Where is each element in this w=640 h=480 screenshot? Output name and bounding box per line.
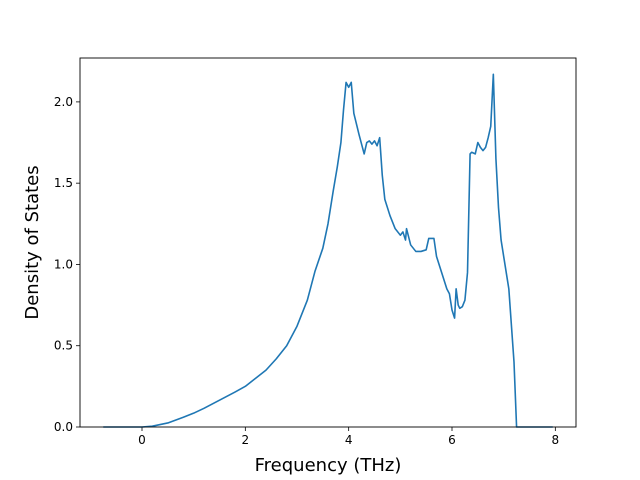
y-tick-label: 1.0 — [54, 257, 73, 271]
x-tick-label: 4 — [345, 433, 353, 447]
tick-group: 0 2 4 6 8 0.0 0.5 1.0 1.5 2.0 — [54, 95, 559, 447]
y-tick-label: 0.5 — [54, 339, 73, 353]
x-tick-label: 2 — [242, 433, 250, 447]
x-tick-label: 8 — [552, 433, 560, 447]
y-axis-label: Density of States — [22, 165, 43, 319]
x-tick-label: 6 — [448, 433, 456, 447]
y-tick-label: 1.5 — [54, 176, 73, 190]
y-tick-label: 2.0 — [54, 95, 73, 109]
x-tick-label: 0 — [138, 433, 146, 447]
plot-frame — [79, 57, 577, 428]
y-tick-label: 0.0 — [54, 420, 73, 434]
x-axis-label: Frequency (THz) — [255, 455, 402, 476]
dos-series-line — [103, 73, 553, 428]
